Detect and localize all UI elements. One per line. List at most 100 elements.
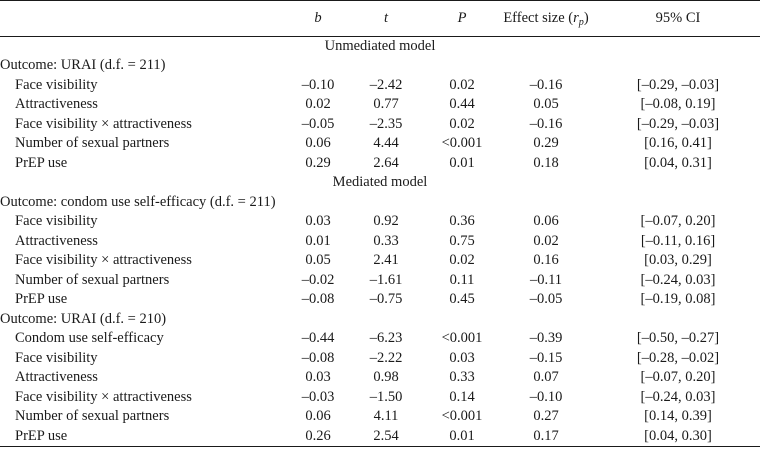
table-row: Attractiveness 0.02 0.77 0.44 0.05 [–0.08, 0.… [0,95,760,115]
predictor-label: Attractiveness [15,369,98,386]
p-value: 0.03 [449,349,475,366]
t-value: –0.75 [369,291,403,308]
p-value: 0.02 [449,252,475,269]
ci-value: [0.16, 0.41] [644,135,712,152]
ci-value: [–0.29, –0.03] [636,76,720,93]
table-row: Number of sexual partners –0.02 –1.61 0.11 –… [0,271,760,291]
outcome-row: Outcome: condom use self-efficacy (d.f. … [0,193,760,213]
b-value: –0.02 [301,271,335,288]
header-effect-suffix: ) [583,10,589,26]
effect-size-value: 0.16 [533,252,559,269]
b-value: –0.08 [301,349,335,366]
b-value: 0.06 [305,408,331,425]
ci-value: [–0.08, 0.19] [640,96,716,113]
predictor-label: PrEP use [15,427,68,444]
p-value: 0.45 [449,291,475,308]
ci-value: [–0.11, 0.16] [640,232,716,249]
table-row: Number of sexual partners 0.06 4.11 <0.001 0… [0,407,760,427]
p-value: 0.36 [449,213,475,230]
outcome-label: Outcome: URAI (d.f. = 211) [0,57,166,74]
table-row: Face visibility –0.08 –2.22 0.03 –0.15 [–0.28… [0,349,760,369]
b-value: 0.03 [305,213,331,230]
ci-value: [–0.29, –0.03] [636,115,720,132]
header-label [0,0,292,37]
outcome-label: Outcome: URAI (d.f. = 210) [0,310,167,327]
predictor-label: Face visibility [15,349,98,366]
table-body: Unmediated model Outcome: URAI (d.f. = 2… [0,37,760,447]
p-value: <0.001 [441,408,483,425]
predictor-label: PrEP use [15,291,68,308]
b-value: –0.10 [301,76,335,93]
b-value: 0.05 [305,252,331,269]
t-value: –1.61 [369,271,403,288]
t-value: –2.35 [369,115,403,132]
t-value: 0.33 [373,232,399,249]
effect-size-value: 0.29 [533,135,559,152]
p-value: 0.44 [449,96,475,113]
predictor-label: Number of sexual partners [15,408,170,425]
effect-size-value: 0.02 [533,232,559,249]
header-b: b [292,0,344,37]
effect-size-value: 0.18 [533,154,559,171]
t-value: –6.23 [369,330,403,347]
b-value: 0.06 [305,135,331,152]
header-effect-sub: p [578,17,584,28]
b-value: 0.02 [305,96,331,113]
p-value: 0.33 [449,369,475,386]
p-value: <0.001 [441,330,483,347]
effect-size-value: 0.17 [533,427,559,444]
table-row: PrEP use 0.29 2.64 0.01 0.18 [0.04, 0.31] [0,154,760,174]
table-row: Face visibility –0.10 –2.42 0.02 –0.16 [–0.29… [0,76,760,96]
p-value: 0.01 [449,154,475,171]
effect-size-value: 0.05 [533,96,559,113]
p-value: <0.001 [441,135,483,152]
t-value: 0.77 [373,96,399,113]
t-value: 2.54 [373,427,399,444]
t-value: 4.44 [373,135,399,152]
t-value: 4.11 [373,408,399,425]
table-row: PrEP use –0.08 –0.75 0.45 –0.05 [–0.19, 0.08] [0,290,760,310]
b-value: –0.05 [301,115,335,132]
t-value: –2.22 [369,349,403,366]
effect-size-value: –0.15 [529,349,563,366]
table-row: Condom use self-efficacy –0.44 –6.23 <0.001… [0,329,760,349]
ci-value: [0.03, 0.29] [644,252,712,269]
effect-size-value: –0.11 [529,271,563,288]
section-row: Mediated model [0,173,760,193]
predictor-label: Face visibility × attractiveness [15,388,192,405]
effect-size-value: 0.07 [533,369,559,386]
table-header: b t P Effect size (rp) 95% CI [0,0,760,37]
header-effect-var: r [573,10,579,26]
table-row: Attractiveness 0.03 0.98 0.33 0.07 [–0.07, 0.… [0,368,760,388]
ci-value: [–0.24, 0.03] [640,388,716,405]
predictor-label: Face visibility [15,213,98,230]
p-value: 0.75 [449,232,475,249]
header-ci: 95% CI [596,0,760,37]
t-value: –1.50 [369,388,403,405]
t-value: 2.64 [373,154,399,171]
predictor-label: Face visibility [15,76,98,93]
outcome-label: Outcome: condom use self-efficacy (d.f. … [0,193,276,210]
p-value: 0.02 [449,76,475,93]
ci-value: [0.14, 0.39] [644,408,712,425]
effect-size-value: –0.39 [529,330,563,347]
predictor-label: Face visibility × attractiveness [15,252,192,269]
header-t: t [344,0,428,37]
section-title: Unmediated model [324,38,436,54]
effect-size-value: –0.16 [529,76,563,93]
effect-size-value: –0.05 [529,291,563,308]
effect-size-value: 0.06 [533,213,559,230]
table-row: Face visibility × attractiveness 0.05 2.41… [0,251,760,271]
header-effect-size: Effect size (rp) [496,0,596,37]
p-value: 0.14 [449,388,475,405]
p-value: 0.02 [449,115,475,132]
section-row: Unmediated model [0,37,760,57]
effect-size-value: –0.10 [529,388,563,405]
t-value: 0.98 [373,369,399,386]
ci-value: [0.04, 0.30] [644,427,712,444]
ci-value: [–0.24, 0.03] [640,271,716,288]
table-row: PrEP use 0.26 2.54 0.01 0.17 [0.04, 0.30] [0,427,760,447]
t-value: 0.92 [373,213,399,230]
section-title: Mediated model [332,174,428,191]
table-row: Number of sexual partners 0.06 4.44 <0.001 0… [0,134,760,154]
